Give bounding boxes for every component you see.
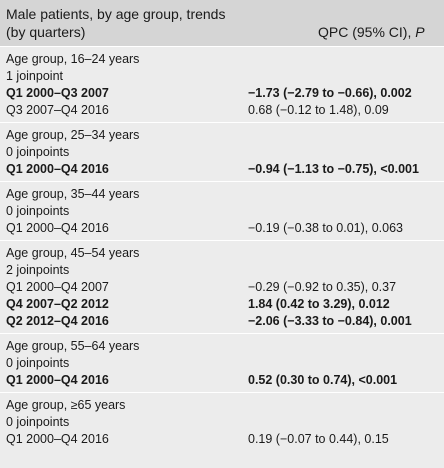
age-group-label-text: Age group, 25–34 years — [6, 127, 139, 144]
age-group-range: , ≥65 years — [63, 398, 126, 412]
table-row: Q1 2000–Q4 2016 −0.94 (−1.13 to −0.75), <… — [0, 161, 444, 178]
age-group-label-text: Age group, 16–24 years — [6, 51, 139, 68]
table-row: Q3 2007–Q4 2016 0.68 (−0.12 to 1.48), 0.0… — [0, 102, 444, 119]
age-group-label-text: Age group, 55–64 years — [6, 338, 139, 355]
age-group-range: , 16–24 years — [63, 52, 140, 66]
age-group-range: , 45–54 years — [63, 246, 140, 260]
qpc-value-cell: −2.06 (−3.33 to −0.84), 0.001 — [248, 314, 412, 328]
period-cell: Q4 2007–Q2 2012 — [6, 297, 109, 311]
period-cell: Q1 2000–Q4 2007 — [6, 280, 109, 294]
age-group-label: Age group, ≥65 years — [0, 397, 444, 414]
period-cell: Q2 2012–Q4 2016 — [6, 314, 109, 328]
table-row: Q1 2000–Q3 2007 −1.73 (−2.79 to −0.66), 0… — [0, 85, 444, 102]
table-header: Male patients, by age group, trends (by … — [0, 0, 444, 46]
table-body: Age group, 16–24 years 1 joinpoint Q1 2000… — [0, 46, 444, 451]
joinpoints-text: 0 joinpoints — [6, 204, 70, 218]
age-group-prefix: Age group — [6, 246, 64, 260]
qpc-value-cell: 1.84 (0.42 to 3.29), 0.012 — [248, 297, 390, 311]
joinpoints-label: 0 joinpoints — [0, 414, 444, 431]
qpc-value-cell: 0.19 (−0.07 to 0.44), 0.15 — [248, 432, 389, 446]
table-row: Q1 2000–Q4 2007 −0.29 (−0.92 to 0.35), 0.… — [0, 279, 444, 296]
age-group-label: Age group, 55–64 years — [0, 338, 444, 355]
table-row: Q2 2012–Q4 2016 −2.06 (−3.33 to −0.84), 0… — [0, 313, 444, 330]
qpc-value-cell: 0.68 (−0.12 to 1.48), 0.09 — [248, 103, 389, 117]
period-cell: Q3 2007–Q4 2016 — [6, 103, 109, 117]
age-group-label: Age group, 45–54 years — [0, 245, 444, 262]
age-group-prefix: Age group — [6, 398, 64, 412]
age-group-label: Age group, 25–34 years — [0, 127, 444, 144]
age-group-label-text: Age group, ≥65 years — [6, 397, 125, 414]
period-cell: Q1 2000–Q4 2016 — [6, 432, 109, 446]
age-group-label: Age group, 35–44 years — [0, 186, 444, 203]
age-group-prefix: Age group — [6, 339, 64, 353]
period-cell: Q1 2000–Q4 2016 — [6, 373, 109, 387]
period-cell: Q1 2000–Q3 2007 — [6, 86, 109, 100]
header-column-label: QPC (95% CI), P — [318, 23, 425, 41]
header-title: Male patients, by age group, trends (by … — [6, 5, 225, 41]
header-column-label-p: P — [415, 24, 425, 40]
qpc-value-cell: −0.29 (−0.92 to 0.35), 0.37 — [248, 280, 397, 294]
age-group-range: , 25–34 years — [63, 128, 140, 142]
qpc-value-cell: −0.94 (−1.13 to −0.75), <0.001 — [248, 162, 419, 176]
header-title-line2: (by quarters) — [6, 24, 86, 40]
qpc-value-cell: 0.52 (0.30 to 0.74), <0.001 — [248, 373, 398, 387]
table-row: Q1 2000–Q4 2016 0.52 (0.30 to 0.74), <0.0… — [0, 372, 444, 389]
period-cell: Q1 2000–Q4 2016 — [6, 162, 109, 176]
age-group-label: Age group, 16–24 years — [0, 51, 444, 68]
joinpoints-text: 0 joinpoints — [6, 356, 70, 370]
period-cell: Q1 2000–Q4 2016 — [6, 221, 109, 235]
age-group-prefix: Age group — [6, 187, 64, 201]
age-group-section: Age group, 25–34 years 0 joinpoints Q1 200… — [0, 122, 444, 181]
age-group-section: Age group, 35–44 years 0 joinpoints Q1 200… — [0, 181, 444, 240]
qpc-value-cell: −1.73 (−2.79 to −0.66), 0.002 — [248, 86, 412, 100]
age-group-section: Age group, 55–64 years 0 joinpoints Q1 200… — [0, 333, 444, 392]
joinpoints-text: 0 joinpoints — [6, 415, 70, 429]
age-group-label-text: Age group, 35–44 years — [6, 186, 139, 203]
qpc-value-cell: −0.19 (−0.38 to 0.01), 0.063 — [248, 221, 403, 235]
age-group-range: , 55–64 years — [63, 339, 140, 353]
header-title-line1: Male patients, by age group, trends — [6, 6, 226, 22]
age-group-prefix: Age group — [6, 128, 64, 142]
table-row: Q4 2007–Q2 2012 1.84 (0.42 to 3.29), 0.01… — [0, 296, 444, 313]
joinpoints-text: 2 joinpoints — [6, 263, 70, 277]
age-group-range: , 35–44 years — [63, 187, 140, 201]
joinpoints-label: 0 joinpoints — [0, 144, 444, 161]
joinpoints-text: 1 joinpoint — [6, 69, 63, 83]
age-group-label-text: Age group, 45–54 years — [6, 245, 139, 262]
age-group-section: Age group, 45–54 years 2 joinpoints Q1 200… — [0, 240, 444, 333]
joinpoints-label: 1 joinpoint — [0, 68, 444, 85]
table-row: Q1 2000–Q4 2016 −0.19 (−0.38 to 0.01), 0.… — [0, 220, 444, 237]
joinpoints-label: 2 joinpoints — [0, 262, 444, 279]
age-group-prefix: Age group — [6, 52, 64, 66]
age-group-section: Age group, ≥65 years 0 joinpoints Q1 2000–… — [0, 392, 444, 451]
joinpoints-label: 0 joinpoints — [0, 355, 444, 372]
joinpoints-text: 0 joinpoints — [6, 145, 70, 159]
header-column-label-text: QPC (95% CI), — [318, 24, 416, 40]
age-group-section: Age group, 16–24 years 1 joinpoint Q1 2000… — [0, 46, 444, 122]
table-row: Q1 2000–Q4 2016 0.19 (−0.07 to 0.44), 0.1… — [0, 431, 444, 448]
joinpoints-label: 0 joinpoints — [0, 203, 444, 220]
